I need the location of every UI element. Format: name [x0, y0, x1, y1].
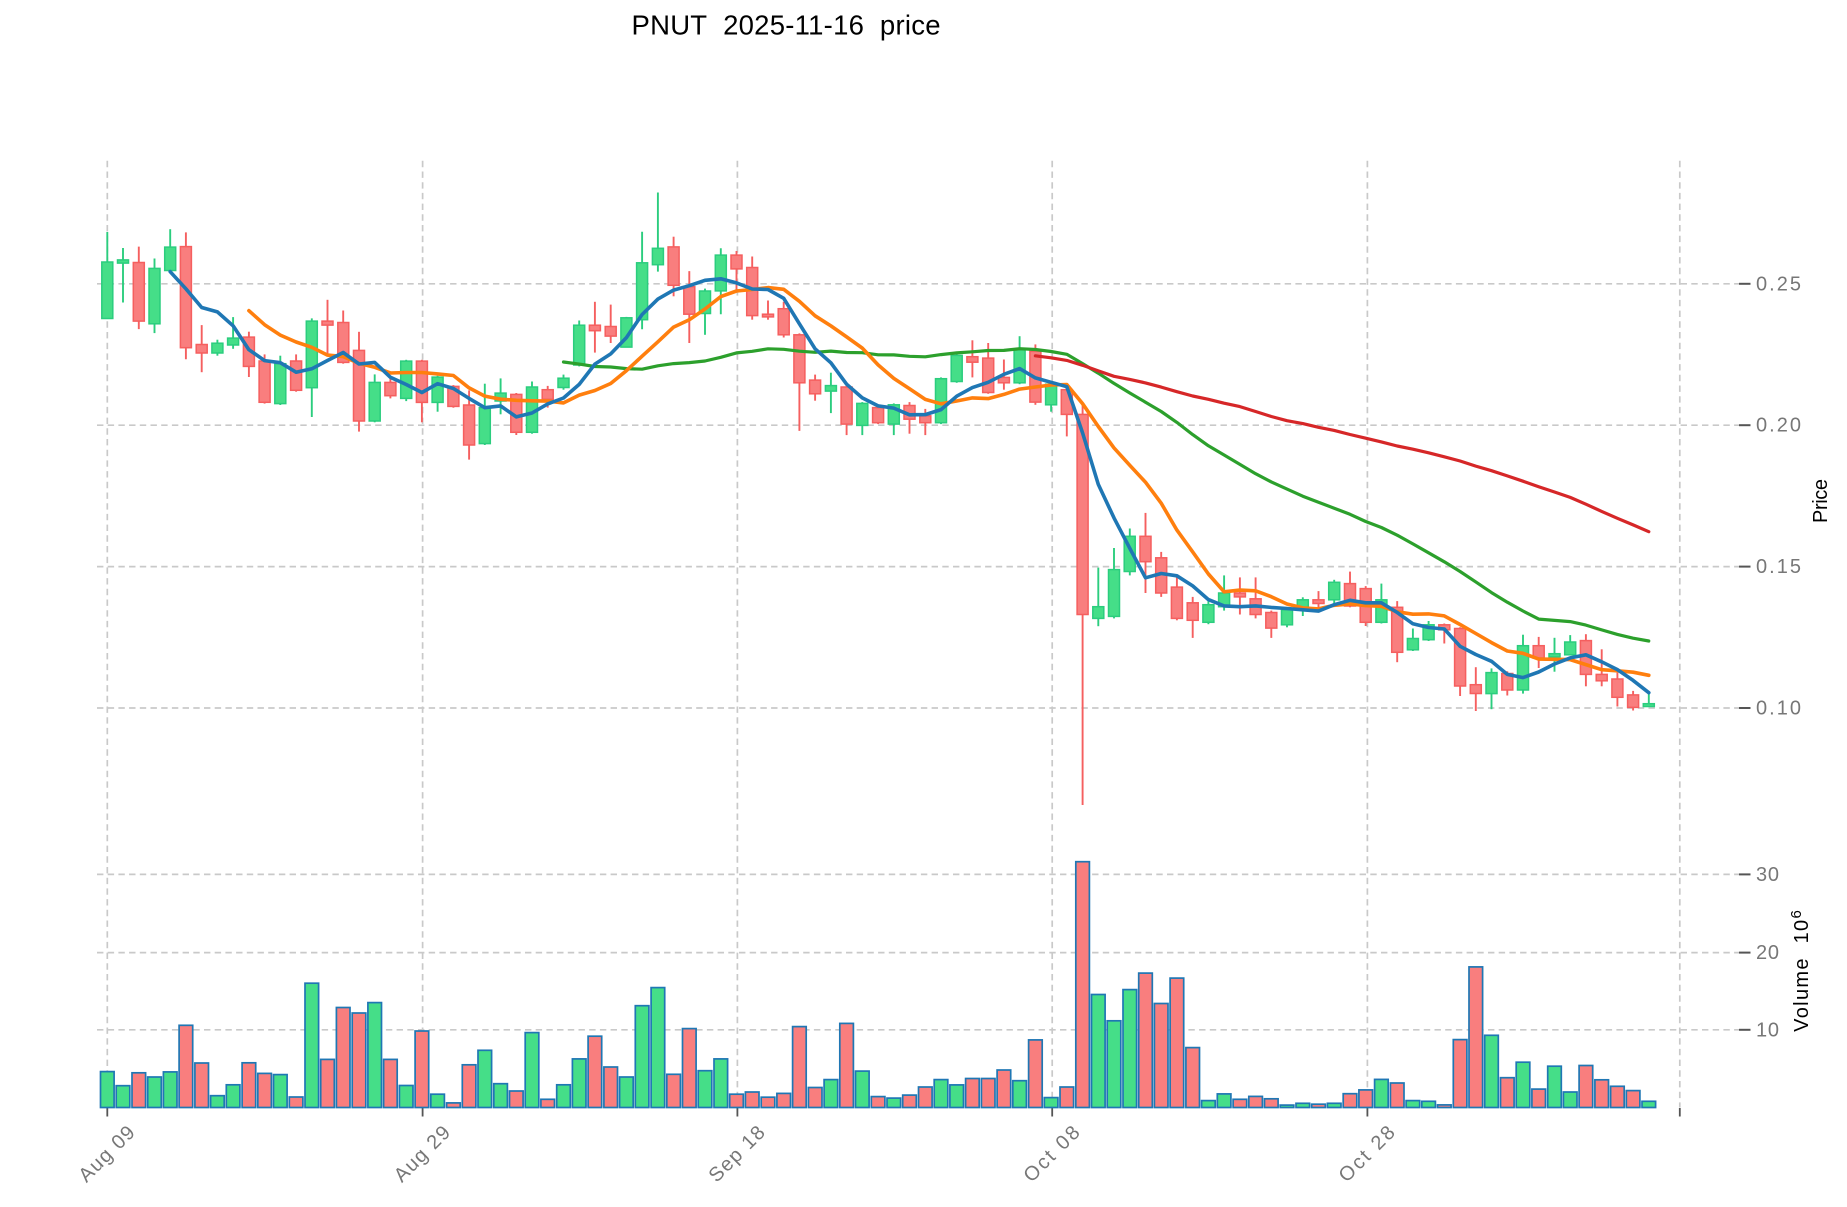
svg-text:0.10: 0.10 — [1756, 698, 1801, 720]
svg-text:20: 20 — [1756, 942, 1779, 964]
svg-text:0.25: 0.25 — [1756, 273, 1801, 295]
svg-text:0.20: 0.20 — [1756, 415, 1801, 437]
svg-text:Price: Price — [1810, 479, 1832, 523]
svg-text:30: 30 — [1756, 864, 1779, 886]
svg-text:Volume 106: Volume 106 — [1788, 910, 1813, 1032]
svg-text:10: 10 — [1756, 1019, 1779, 1041]
svg-text:0.15: 0.15 — [1756, 556, 1801, 578]
svg-text:PNUT 2025-11-16 price: PNUT 2025-11-16 price — [632, 10, 941, 41]
